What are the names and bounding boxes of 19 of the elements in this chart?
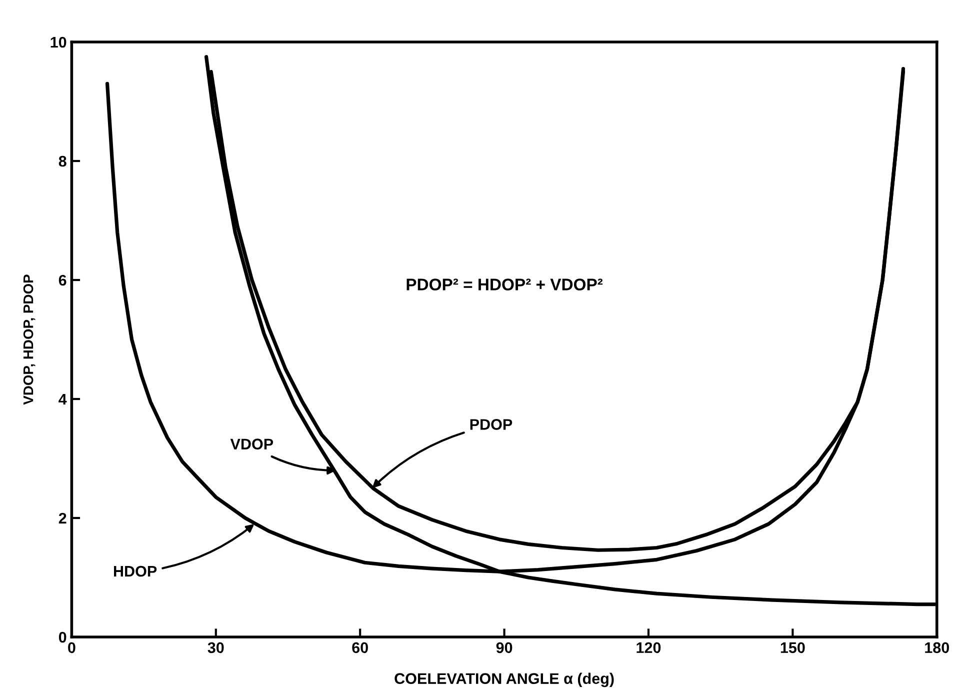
x-tick-label: 90 (496, 642, 512, 654)
y-tick-label: 8 (58, 156, 66, 167)
annotation: HDOP (114, 566, 157, 577)
y-tick-label: 4 (58, 394, 67, 405)
annotation: PDOP (470, 419, 512, 430)
x-tick-label: 0 (68, 642, 76, 654)
y-tick-label: 6 (58, 274, 66, 286)
y-axis-title: VDOP, HDOP, PDOP (23, 274, 36, 405)
x-tick-label: 120 (636, 642, 661, 654)
x-tick-label: 180 (925, 642, 949, 654)
y-tick-label: 10 (50, 36, 66, 48)
x-tick-label: 150 (780, 642, 805, 654)
annotation: PDOP² = HDOP² + VDOP² (406, 278, 603, 290)
annotation: VDOP (230, 438, 274, 450)
x-tick-label: 60 (352, 642, 368, 654)
x-tick-label: 30 (208, 642, 224, 654)
y-tick-label: 0 (58, 632, 66, 643)
x-axis-title: COELEVATION ANGLE α (deg) (394, 672, 614, 688)
y-tick-label: 2 (58, 512, 66, 524)
